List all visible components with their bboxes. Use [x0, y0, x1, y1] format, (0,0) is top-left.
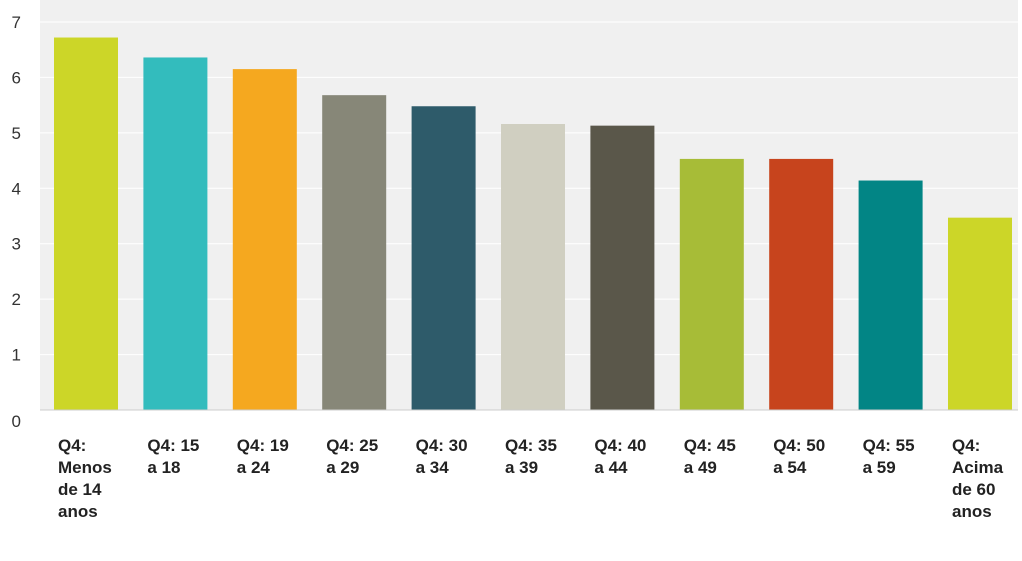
bars: [54, 37, 1012, 411]
x-tick-label: Q4: Acima de 60 anos: [952, 436, 1004, 521]
bar: [769, 158, 834, 410]
x-tick-label: Q4: 55 a 59: [863, 436, 915, 477]
y-tick-label: 4: [12, 179, 21, 198]
x-tick-label: Q4: Menos de 14 anos: [58, 436, 112, 521]
bar: [590, 125, 655, 410]
y-tick-label: 6: [12, 68, 21, 87]
x-tick-label: Q4: 15 a 18: [147, 436, 199, 477]
bar: [948, 217, 1012, 410]
y-tick-label: 2: [12, 290, 21, 309]
x-tick-label: Q4: 50 a 54: [773, 436, 825, 477]
x-tick-label: Q4: 30 a 34: [416, 436, 468, 477]
bar: [411, 106, 476, 410]
y-tick-label: 0: [12, 412, 21, 431]
y-tick-label: 3: [12, 235, 21, 254]
y-tick-label: 7: [12, 13, 21, 32]
bar: [232, 69, 297, 410]
x-tick-label: Q4: 25 a 29: [326, 436, 378, 477]
y-tick-label: 5: [12, 124, 21, 143]
bar: [143, 57, 208, 411]
bar: [322, 95, 387, 410]
bar: [501, 123, 565, 410]
y-tick-label: 1: [12, 346, 21, 365]
x-tick-label: Q4: 35 a 39: [505, 436, 557, 477]
bar: [679, 158, 744, 410]
y-tick-labels: 0 1 2 3 4 5 6 7: [12, 13, 21, 431]
x-tick-label: Q4: 45 a 49: [684, 436, 736, 477]
x-tick-label: Q4: 40 a 44: [594, 436, 646, 477]
bar: [54, 37, 118, 411]
bar: [858, 180, 923, 410]
x-tick-label: Q4: 19 a 24: [237, 436, 289, 477]
x-tick-labels: Q4: Menos de 14 anos Q4: 15 a 18 Q4: 19 a 24 Q4:…: [58, 436, 1004, 521]
